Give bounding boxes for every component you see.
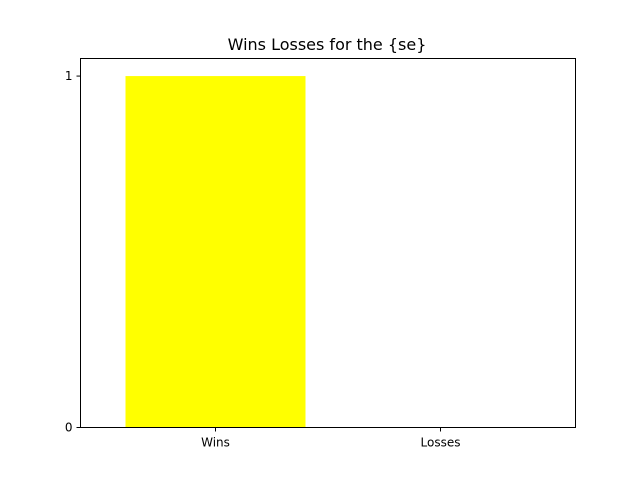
bars-group	[125, 76, 306, 428]
x-ticks-group: Wins Losses	[201, 427, 461, 450]
plot-area-frame	[80, 58, 576, 428]
x-tick-label-losses: Losses	[421, 436, 461, 450]
y-ticks-group: 01	[65, 69, 81, 435]
x-tick-label-wins: Wins	[201, 436, 230, 450]
bar-wins	[125, 76, 306, 428]
y-tick-label-1: 1	[65, 69, 73, 83]
y-tick-label-0: 0	[65, 421, 73, 435]
chart-title: Wins Losses for the {se}	[228, 35, 427, 54]
